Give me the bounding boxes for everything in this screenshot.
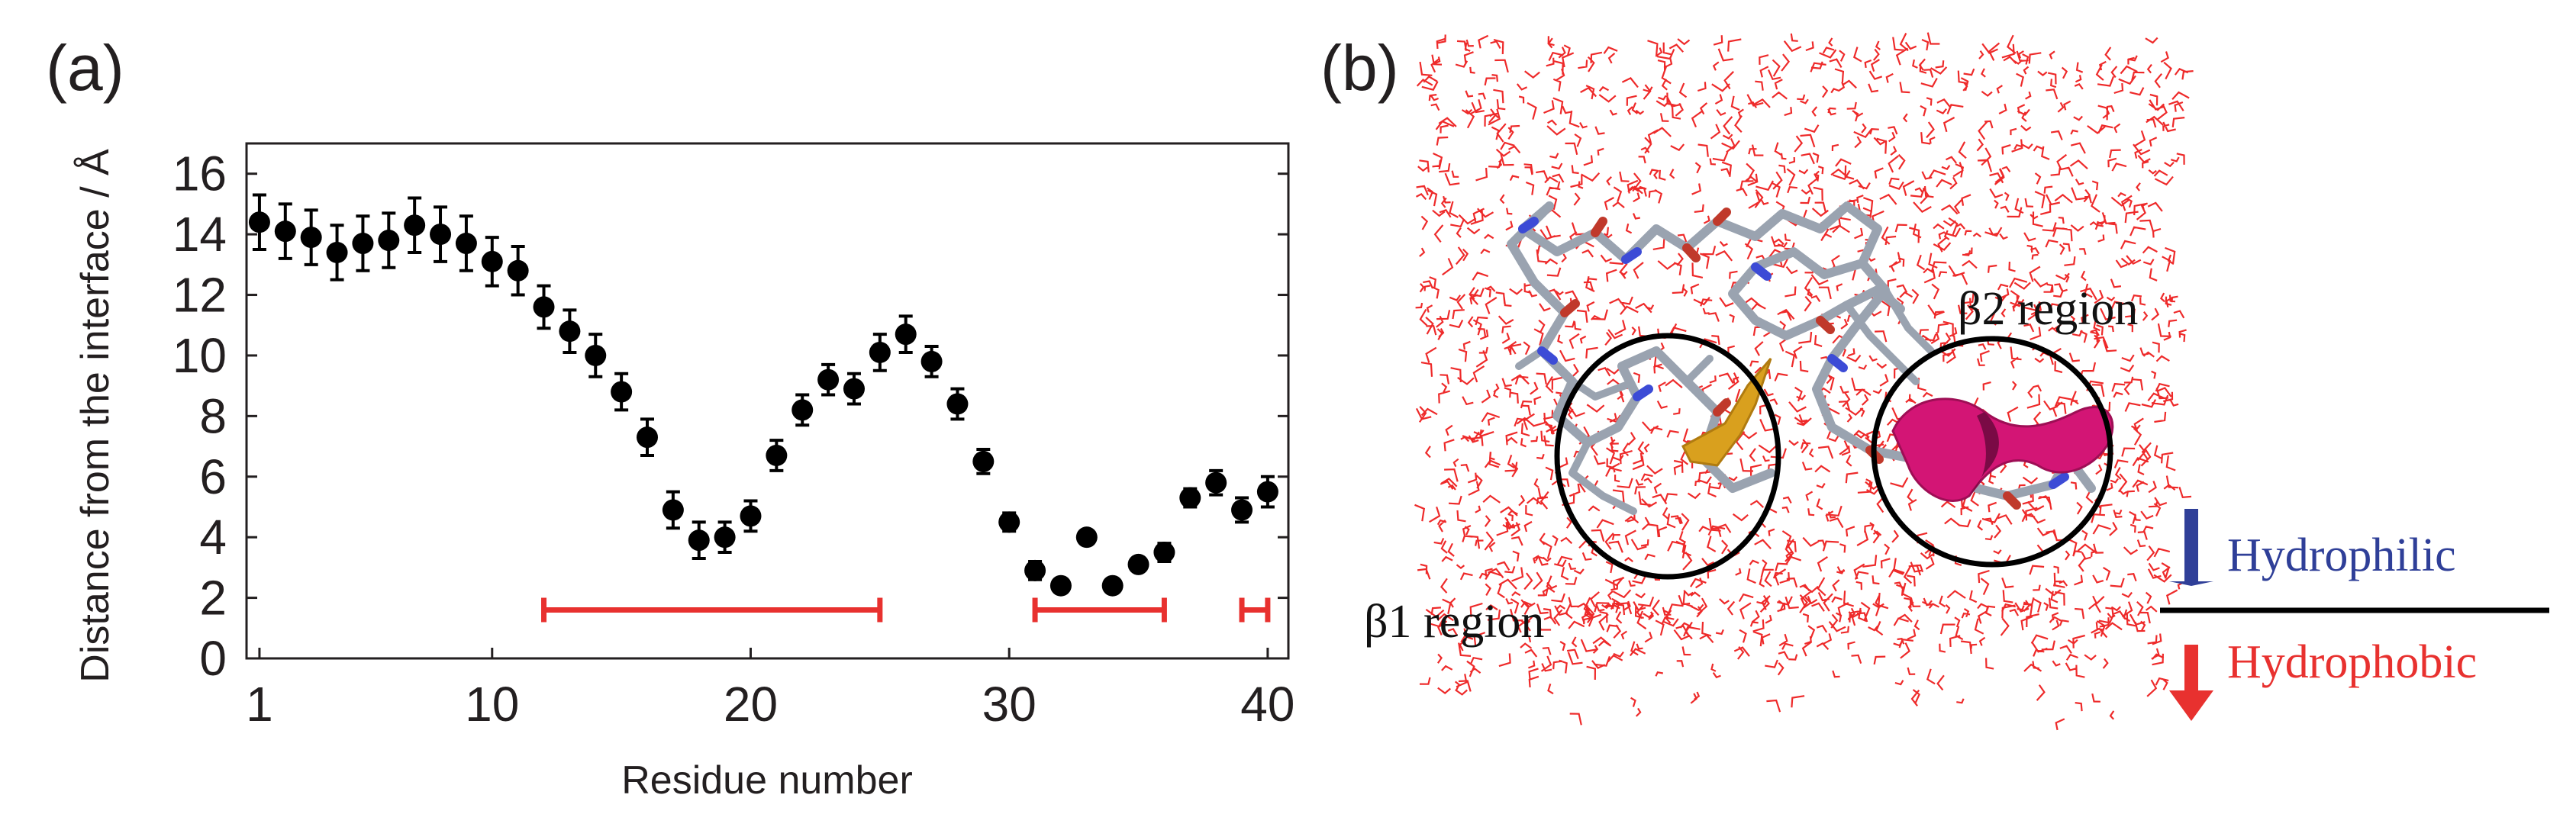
y-tick-label: 6: [199, 449, 227, 504]
data-point: [507, 259, 529, 282]
x-tick-label: 40: [1240, 677, 1294, 732]
beta2-region-circle: [1871, 336, 2113, 568]
panel-b-label: (b): [1320, 32, 1399, 104]
y-axis-title: Distance from the interface / Å: [73, 149, 118, 683]
data-point: [843, 378, 865, 400]
data-point: [1049, 574, 1072, 597]
y-tick-label: 8: [199, 388, 227, 443]
data-point: [300, 227, 322, 249]
data-point: [1075, 526, 1098, 549]
data-point: [1101, 574, 1124, 597]
error-bars: [252, 193, 1275, 594]
data-point: [326, 241, 348, 263]
hydrophobicity-legend: Hydrophilic Hydrophobic: [2160, 509, 2549, 721]
beta1-strand: [1681, 358, 1772, 467]
data-point: [1231, 499, 1253, 521]
data-point: [714, 526, 736, 549]
data-point: [662, 499, 684, 521]
data-point: [611, 381, 633, 403]
data-point: [869, 341, 891, 363]
data-point: [404, 214, 426, 237]
data-point: [585, 344, 607, 366]
region-range-bars: [541, 597, 1271, 623]
data-point: [1024, 559, 1046, 581]
data-point: [352, 233, 374, 255]
x-tick-label: 10: [465, 677, 519, 732]
data-point: [637, 426, 658, 449]
data-point: [1127, 553, 1149, 575]
data-point: [248, 211, 270, 233]
x-axis-title: Residue number: [621, 758, 913, 803]
y-tick-label: 16: [172, 146, 227, 201]
beta1-region-circle: [1554, 333, 1781, 580]
x-tick-label: 1: [246, 677, 273, 732]
data-point: [766, 444, 788, 466]
beta2-region-label: β2 region: [1958, 283, 2138, 335]
data-point: [455, 233, 477, 255]
data-point: [1205, 471, 1227, 494]
arrow-down-icon: [2169, 645, 2213, 721]
data-point: [740, 505, 762, 527]
data-point: [817, 368, 840, 391]
y-tick-label: 14: [172, 207, 227, 262]
data-point: [791, 399, 814, 421]
data-point: [972, 450, 995, 472]
data-point: [895, 323, 917, 346]
x-tick-label: 20: [724, 677, 778, 732]
data-point: [920, 350, 943, 372]
arrow-up-icon: [2169, 509, 2213, 586]
y-tick-label: 10: [172, 328, 227, 383]
data-point: [274, 220, 296, 243]
data-point: [998, 511, 1020, 533]
beta1-region-label: β1 region: [1364, 596, 1544, 648]
data-point: [688, 529, 710, 552]
x-tick-label: 30: [982, 677, 1037, 732]
y-tick-label: 0: [199, 631, 227, 686]
y-tick-label: 4: [199, 510, 227, 565]
data-point: [946, 393, 969, 415]
data-point: [1179, 487, 1201, 509]
data-point: [481, 250, 503, 272]
data-point: [1256, 481, 1278, 503]
hydrophilic-label: Hydrophilic: [2227, 529, 2456, 581]
hydrophobic-label: Hydrophobic: [2227, 636, 2477, 688]
y-tick-label: 12: [172, 268, 227, 323]
plot-frame: [245, 142, 1290, 660]
data-point: [1153, 542, 1175, 564]
y-tick-label: 2: [199, 571, 227, 626]
panel-a-label: (a): [46, 32, 124, 104]
data-point: [430, 224, 452, 246]
beta2-helix-shadow: [1969, 412, 1999, 496]
data-point: [533, 296, 555, 318]
data-point: [378, 230, 400, 252]
beta2-helix: [1891, 397, 2114, 502]
data-point: [559, 320, 581, 343]
data-points: [248, 211, 1278, 597]
md-snapshot: β2 region β1 region: [1364, 32, 2194, 731]
x-axis-ticks: 1 10 20 30 40: [246, 648, 1294, 732]
